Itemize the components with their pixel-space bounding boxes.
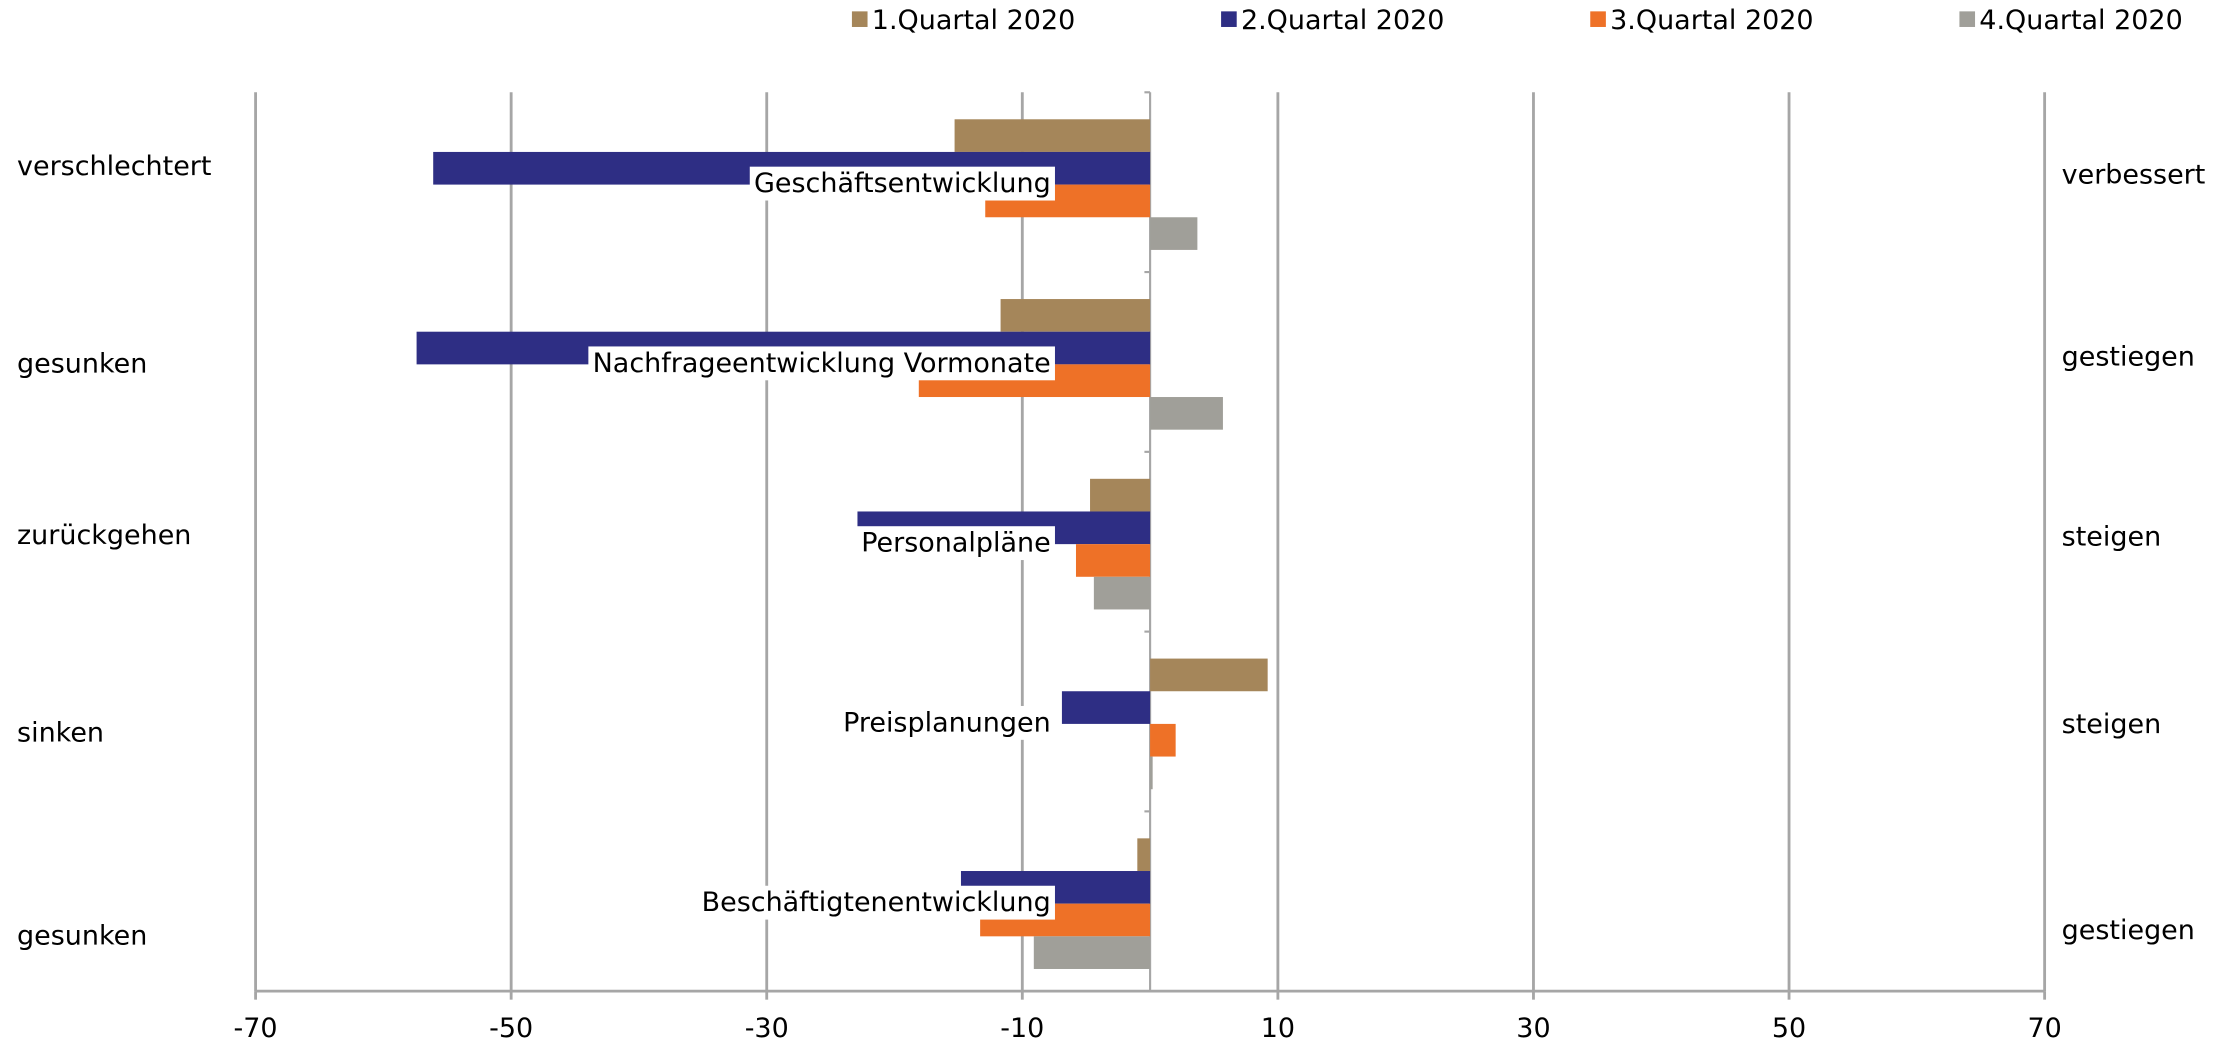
bar (1075, 544, 1151, 577)
x-tick-label: -70 (234, 1013, 278, 1038)
x-tick-label: -30 (745, 1013, 789, 1038)
x-tick-label: -10 (1000, 1013, 1044, 1038)
x-tick-label: -50 (489, 1013, 533, 1038)
bar (1033, 936, 1151, 969)
bar (1090, 478, 1151, 512)
right-label: verbessert (2062, 160, 2206, 191)
category-label-bg (749, 166, 1055, 201)
category-label-bg (697, 885, 1055, 920)
category-label: Beschäftigtenentwicklung (702, 887, 1051, 918)
bar (1150, 397, 1223, 430)
left-label: gesunken (17, 348, 147, 379)
legend-label: 2.Quartal 2020 (1241, 5, 1444, 36)
legend-label: 3.Quartal 2020 (1610, 5, 1813, 36)
category-label: Personalpläne (861, 528, 1050, 559)
bar (1150, 217, 1198, 250)
legend-swatch (851, 11, 868, 27)
bar (1137, 838, 1151, 872)
bar (1061, 691, 1151, 724)
x-tick-label: 30 (1516, 1013, 1550, 1038)
left-label: zurückgehen (17, 520, 191, 551)
left-label: sinken (17, 718, 104, 749)
x-tick-label: 70 (2027, 1013, 2061, 1038)
bar (1150, 658, 1268, 692)
category-label: Nachfrageentwicklung Vormonate (593, 348, 1051, 379)
category-label-bg (838, 705, 1055, 740)
legend-swatch (1590, 11, 1606, 27)
legend-swatch (1221, 11, 1237, 27)
bar (1000, 299, 1151, 332)
x-tick-label: 50 (1772, 1013, 1806, 1038)
x-tick-label: 10 (1261, 1013, 1295, 1038)
legend-label: 1.Quartal 2020 (872, 5, 1075, 36)
bar (954, 119, 1151, 152)
right-label: gestiegen (2062, 341, 2195, 372)
bar (1150, 756, 1153, 790)
bar (1093, 576, 1151, 610)
right-label: steigen (2062, 522, 2162, 553)
left-label: gesunken (17, 921, 147, 952)
right-label: gestiegen (2062, 915, 2195, 946)
left-label: verschlechtert (17, 151, 211, 182)
legend-swatch (1959, 11, 1976, 27)
category-label-bg (856, 526, 1055, 561)
category-label: Geschäftsentwicklung (754, 168, 1051, 199)
right-label: steigen (2062, 709, 2162, 740)
legend-label: 4.Quartal 2020 (1979, 5, 2182, 36)
category-label-bg (588, 346, 1055, 381)
category-label: Preisplanungen (843, 707, 1051, 738)
bar (1150, 723, 1176, 757)
